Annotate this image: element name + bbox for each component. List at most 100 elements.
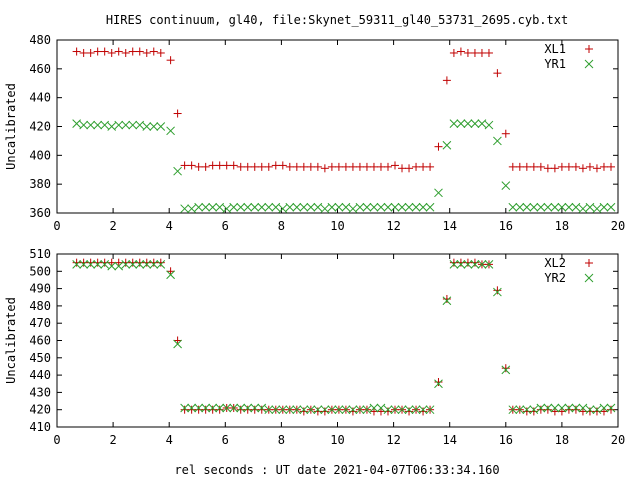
y-tick-label: 400 (29, 148, 51, 162)
data-point (477, 260, 487, 269)
data-point (201, 162, 210, 171)
data-point (313, 405, 323, 415)
y-tick-label: 440 (29, 91, 51, 105)
data-point (320, 164, 329, 173)
data-point (529, 405, 539, 415)
data-point (100, 47, 109, 56)
data-point (578, 164, 587, 173)
data-point (72, 119, 81, 128)
data-point (592, 405, 602, 415)
data-point (369, 403, 379, 413)
data-point (257, 403, 267, 413)
data-point (426, 162, 435, 171)
data-point (264, 202, 274, 212)
legend-marker (585, 259, 593, 267)
data-point (493, 286, 502, 295)
data-point (173, 336, 182, 345)
legend-marker (584, 59, 594, 69)
data-point (383, 202, 393, 212)
data-point (390, 405, 400, 415)
data-point (341, 202, 351, 212)
legend-marker (584, 273, 594, 283)
data-point (128, 260, 138, 269)
x-tick-label: 18 (555, 219, 569, 233)
x-tick-label: 2 (109, 433, 116, 447)
data-point (493, 136, 502, 146)
data-point (79, 120, 89, 130)
data-point (114, 258, 123, 267)
data-point (543, 405, 552, 414)
x-tick-label: 4 (166, 219, 173, 233)
data-point (536, 405, 545, 414)
data-point (194, 403, 204, 413)
data-point (187, 161, 196, 170)
y-tick-label: 360 (29, 206, 51, 220)
data-point (522, 202, 532, 212)
data-point (456, 260, 466, 269)
data-point (543, 403, 553, 413)
data-point (166, 126, 175, 136)
data-point (243, 202, 253, 212)
data-point (442, 76, 451, 85)
data-point (278, 161, 287, 170)
data-point (208, 405, 217, 414)
data-point (93, 258, 102, 267)
data-point (550, 407, 559, 416)
data-point (456, 47, 465, 56)
data-point (149, 260, 159, 269)
data-point (327, 202, 337, 212)
data-point (355, 162, 364, 171)
data-point (442, 296, 452, 306)
data-point (418, 405, 428, 415)
data-point (306, 162, 315, 171)
data-point (484, 120, 494, 130)
data-point (264, 162, 273, 171)
data-point (278, 204, 288, 214)
data-point (550, 164, 559, 173)
data-point (320, 407, 329, 416)
data-point (449, 260, 459, 269)
data-point (397, 405, 407, 415)
data-point (121, 120, 131, 130)
data-point (376, 407, 385, 416)
data-point (250, 162, 259, 171)
data-point (107, 122, 117, 131)
data-point (442, 294, 451, 303)
data-point (327, 405, 337, 415)
data-point (180, 204, 189, 214)
x-tick-label: 20 (611, 433, 625, 447)
y-tick-label: 430 (29, 385, 51, 399)
data-point (142, 122, 152, 131)
data-point (376, 202, 386, 212)
data-point (135, 120, 145, 130)
data-point (578, 407, 587, 416)
data-point (313, 162, 322, 171)
y-tick-label: 500 (29, 264, 51, 278)
x-axis-label: rel seconds : UT date 2021-04-07T06:33:3… (174, 463, 499, 477)
data-point (398, 164, 407, 173)
data-point (592, 164, 601, 173)
data-point (208, 403, 218, 413)
data-point (257, 202, 267, 212)
data-point (411, 202, 421, 212)
data-point (508, 405, 518, 415)
data-point (391, 161, 400, 170)
data-point (463, 119, 473, 128)
data-point (100, 260, 110, 269)
data-point (571, 405, 580, 414)
data-point (508, 162, 517, 171)
x-tick-label: 14 (442, 433, 456, 447)
y-tick-label: 510 (29, 247, 51, 261)
data-point (484, 48, 493, 57)
data-point (271, 405, 281, 415)
data-point (278, 405, 288, 415)
data-point (529, 407, 538, 416)
data-point (236, 202, 246, 212)
data-point (599, 202, 609, 212)
data-point (79, 258, 88, 267)
y-tick-label: 420 (29, 403, 51, 417)
data-point (383, 407, 392, 416)
data-point (86, 48, 95, 57)
data-point (362, 405, 372, 415)
data-point (128, 258, 137, 267)
